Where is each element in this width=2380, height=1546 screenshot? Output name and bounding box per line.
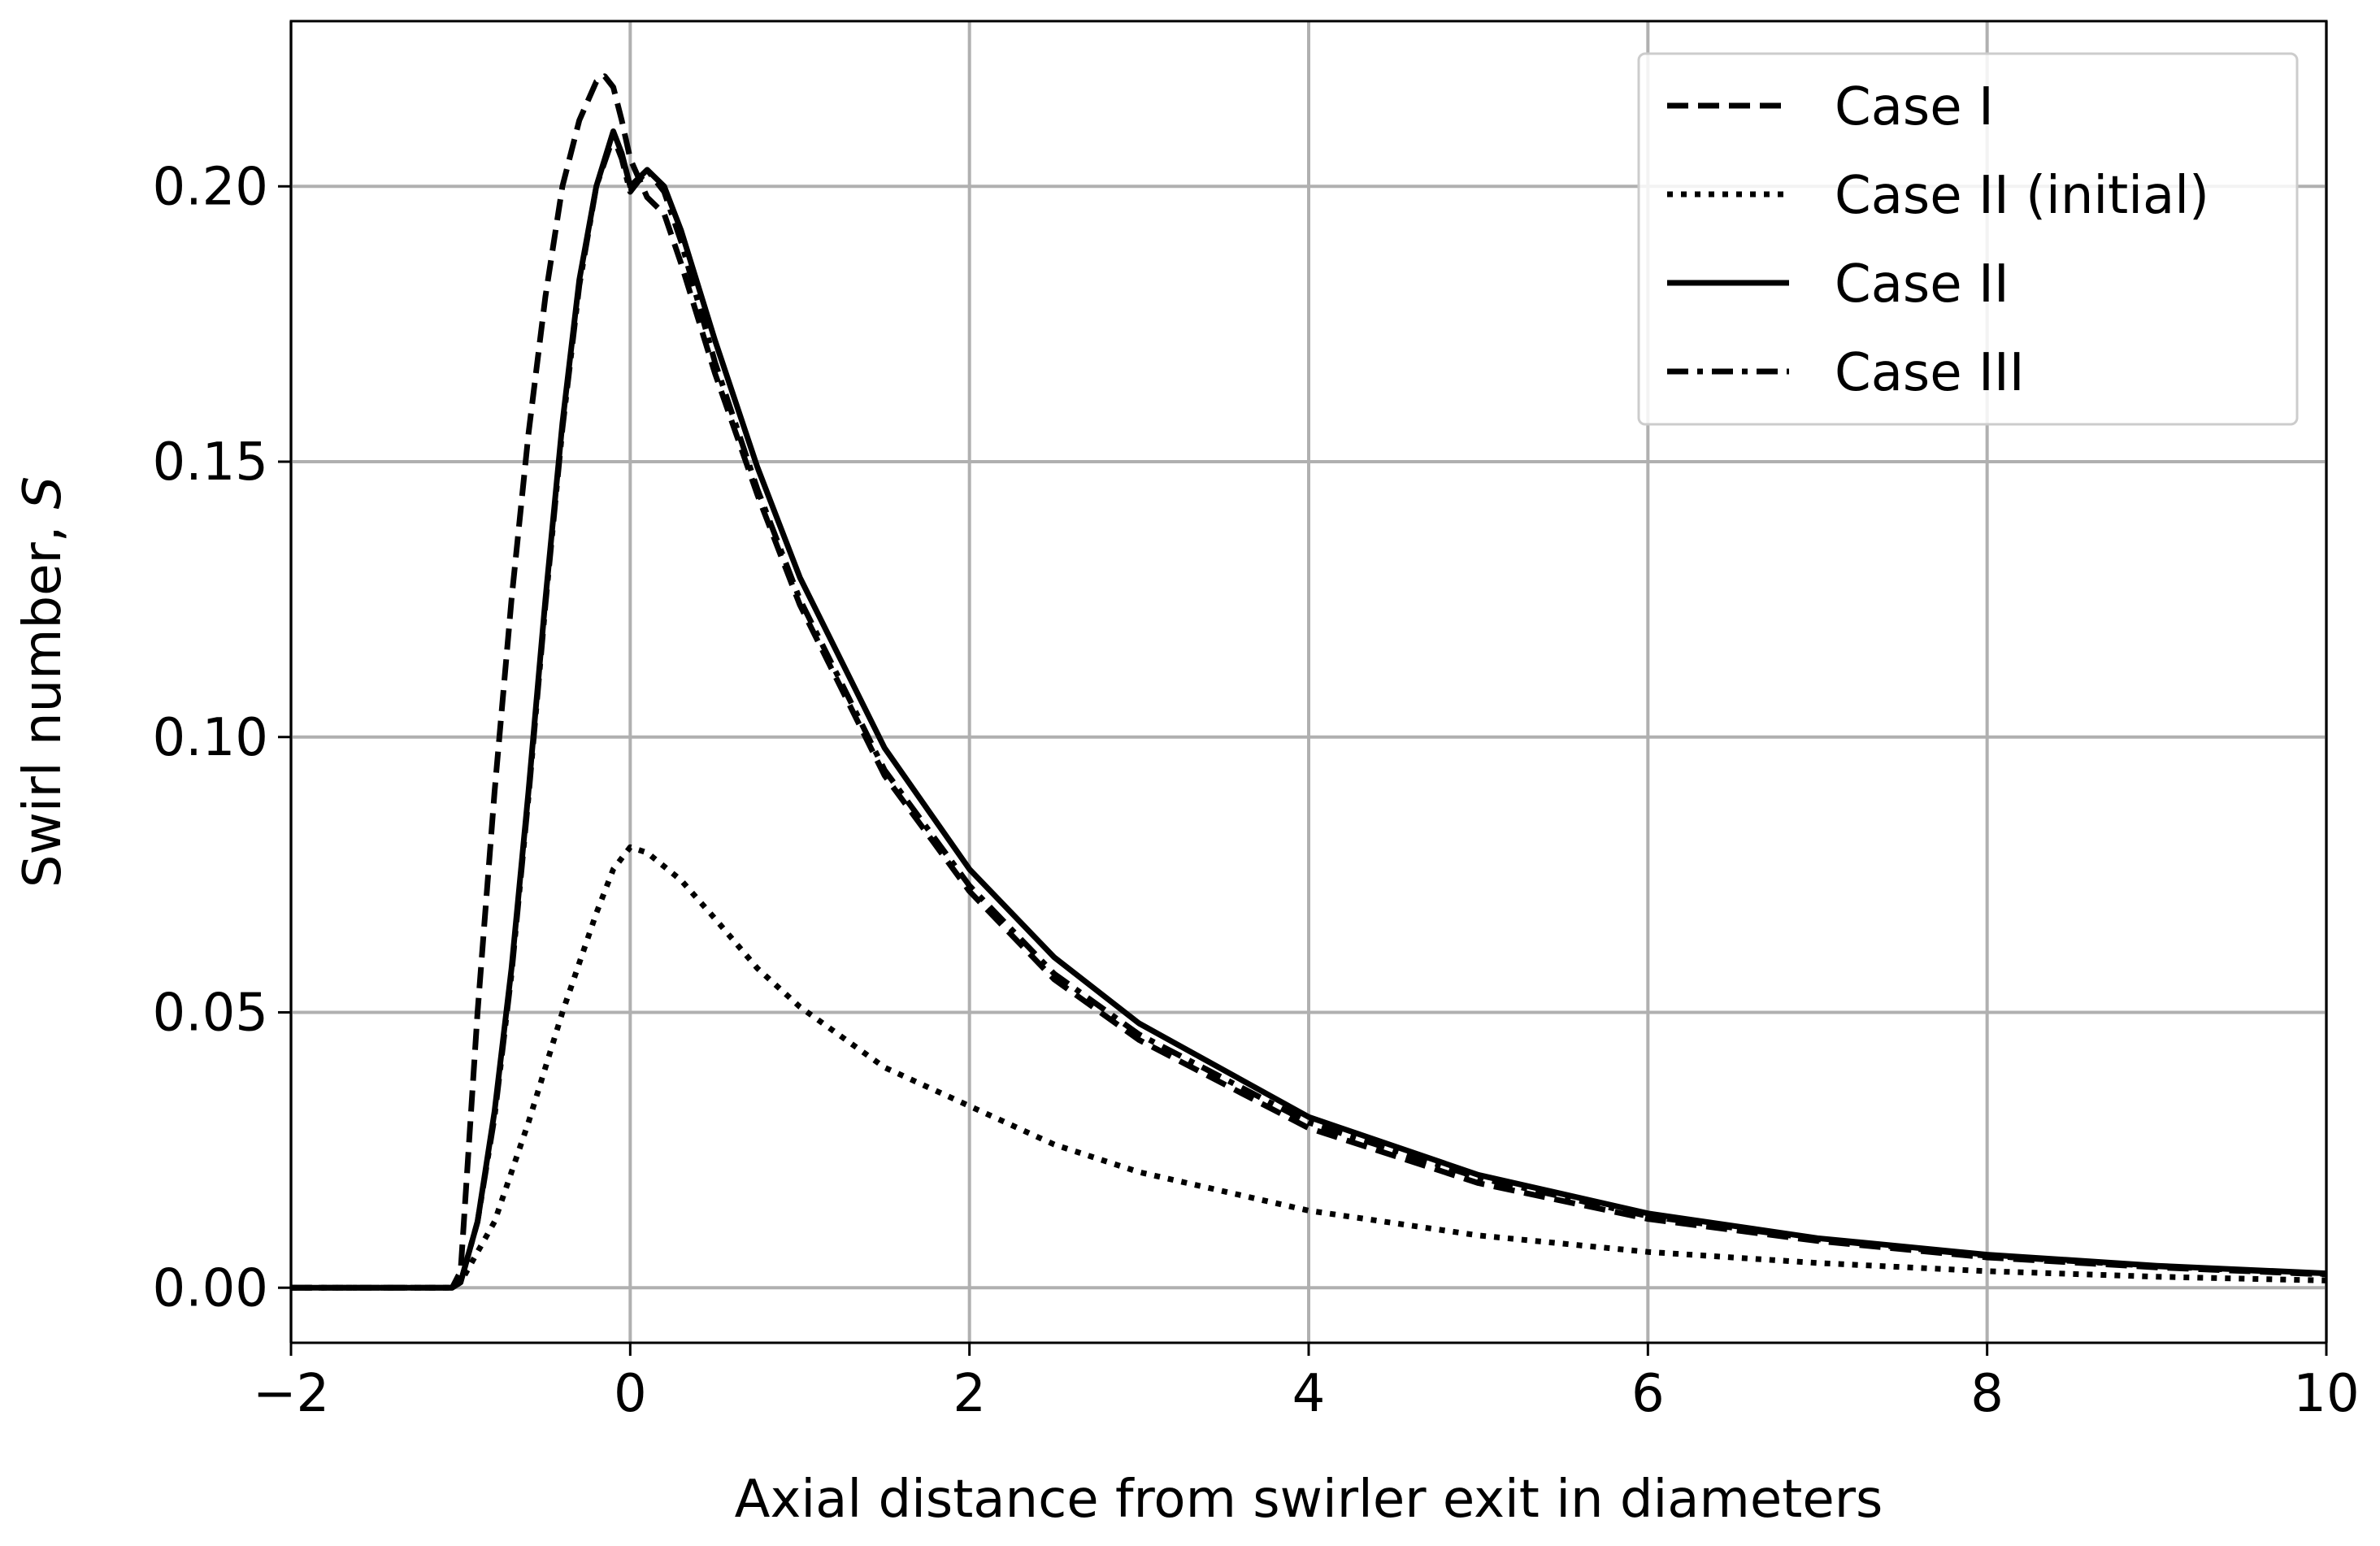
legend-label: Case I <box>1835 77 1994 137</box>
series-lines <box>291 73 2327 1291</box>
x-tick-label: 0 <box>614 1364 647 1424</box>
y-axis-label-symbol: S <box>13 476 73 510</box>
y-tick-label: 0.00 <box>153 1258 269 1318</box>
x-tick-label: 2 <box>953 1364 986 1424</box>
legend-entries: Case I Case II (initial) Case II Case III <box>1667 77 2209 403</box>
legend-box <box>1637 52 2299 426</box>
series-line-case-ii-initial <box>291 844 2327 1291</box>
y-tick-label: 0.20 <box>153 157 269 217</box>
y-axis-label: Swirl number, S <box>13 476 73 888</box>
x-tick-label: −2 <box>253 1364 329 1424</box>
y-tick-label: 0.15 <box>153 432 269 493</box>
series-line-case-i <box>291 73 2327 1291</box>
x-tick-label: 10 <box>2293 1364 2359 1424</box>
x-tick-label: 6 <box>1631 1364 1665 1424</box>
y-tick-label: 0.05 <box>153 984 269 1044</box>
y-tick-label: 0.10 <box>153 708 269 768</box>
x-tick-label: 4 <box>1292 1364 1326 1424</box>
legend-label: Case II (initial) <box>1835 166 2209 226</box>
legend-label: Case III <box>1835 343 2025 403</box>
x-tick-label: 8 <box>1970 1364 2004 1424</box>
legend: Case I Case II (initial) Case II Case III <box>1637 52 2299 426</box>
series-line-case-iii <box>291 133 2327 1291</box>
y-axis-label-text: Swirl number, <box>13 509 73 888</box>
y-axis-ticks: 0.00 0.05 0.10 0.15 0.20 <box>153 157 291 1318</box>
legend-label: Case II <box>1835 254 2009 315</box>
x-axis-label: Axial distance from swirler exit in diam… <box>735 1470 1883 1530</box>
x-axis-ticks: −2 0 2 4 6 8 10 <box>253 1343 2360 1424</box>
series-line-case-ii <box>291 128 2327 1291</box>
